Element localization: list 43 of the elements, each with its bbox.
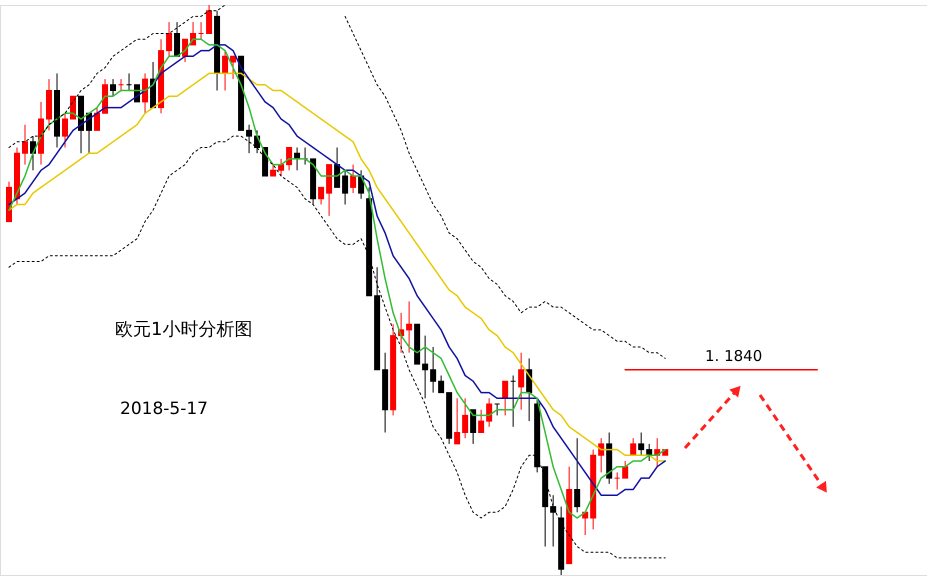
candlestick — [278, 158, 284, 176]
candlestick — [478, 409, 484, 433]
candlestick — [422, 335, 428, 399]
candlestick — [502, 380, 508, 416]
candlestick — [574, 438, 580, 513]
candlestick — [334, 147, 340, 188]
candlestick — [270, 164, 276, 176]
candlestick — [94, 107, 100, 131]
candlestick — [438, 375, 444, 394]
candlestick — [126, 72, 132, 91]
candlestick — [142, 72, 148, 114]
annotation: 1. 1840 — [705, 347, 762, 365]
candlestick — [454, 398, 460, 444]
candlestick — [510, 375, 516, 428]
candlestick — [70, 96, 76, 120]
candlestick — [350, 164, 356, 194]
candlestick — [638, 432, 644, 456]
candlestick — [614, 472, 620, 490]
candlestick — [222, 50, 228, 91]
candlestick — [494, 404, 500, 416]
candlestick — [22, 124, 28, 166]
candlestick — [630, 438, 636, 456]
candlestick — [286, 147, 292, 171]
candlestick — [622, 460, 628, 479]
candlestick — [206, 4, 212, 34]
annotation: 欧元1小时分析图 — [115, 319, 252, 340]
candlestick — [198, 22, 204, 40]
candlestick — [550, 494, 556, 547]
annotation: 2018-5-17 — [120, 399, 208, 419]
candlestick — [166, 22, 172, 57]
candlestick — [462, 398, 468, 439]
candlestick — [110, 78, 116, 97]
candlestick — [174, 22, 180, 57]
candlestick — [62, 112, 68, 148]
candlestick — [230, 56, 236, 80]
candlestick — [406, 300, 412, 354]
candlestick — [318, 186, 324, 205]
candlestick — [486, 398, 492, 428]
candlestick — [342, 170, 348, 205]
candlestick — [470, 409, 476, 444]
candlestick — [118, 78, 124, 91]
candlestick — [518, 352, 524, 410]
candlestick — [430, 346, 436, 394]
